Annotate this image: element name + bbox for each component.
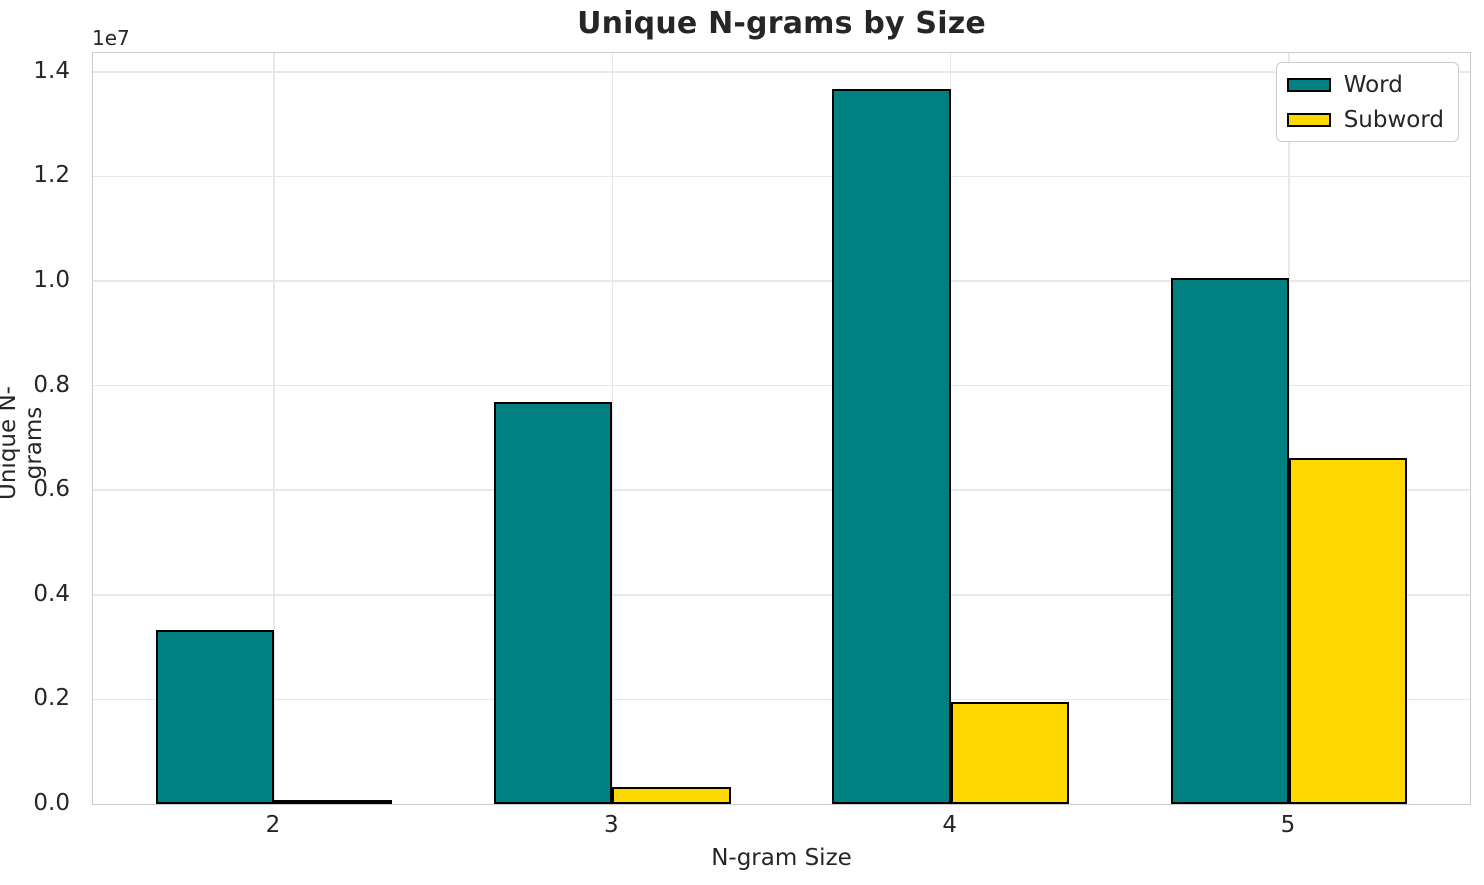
y-tick-label: 1.4 (33, 57, 70, 84)
bar-word-3 (493, 401, 613, 804)
gridline-vertical (273, 53, 275, 804)
bar-subword-2 (274, 800, 393, 804)
y-tick-label: 0.0 (33, 790, 70, 816)
bar-subword-3 (612, 786, 731, 804)
bar-word-2 (155, 629, 274, 804)
gridline-horizontal (93, 594, 1470, 596)
y-tick-label: 0.6 (33, 476, 70, 503)
gridline-vertical (949, 53, 952, 804)
y-tick-label: 0.8 (33, 371, 70, 398)
legend-item-word: Word (1286, 72, 1444, 98)
bar-subword-5 (1288, 458, 1408, 804)
gridline-horizontal (93, 698, 1470, 701)
legend-label-word: Word (1343, 72, 1403, 98)
legend-swatch-subword (1286, 113, 1331, 127)
y-tick-label: 0.2 (33, 685, 70, 712)
bar-subword-4 (950, 701, 1070, 804)
gridline-horizontal (93, 175, 1470, 178)
x-tick-label: 5 (1280, 812, 1296, 838)
y-tick-label: 1.0 (33, 267, 70, 294)
gridline-horizontal (93, 280, 1470, 282)
bar-word-4 (832, 88, 951, 804)
legend-item-subword: Subword (1286, 107, 1444, 133)
legend-swatch-word (1286, 78, 1331, 92)
legend: Word Subword (1275, 62, 1459, 142)
y-tick-label: 1.2 (33, 162, 70, 189)
gridline-horizontal (93, 489, 1470, 492)
gridline-vertical (1288, 53, 1290, 804)
x-tick-label: 4 (942, 812, 957, 838)
gridline-horizontal (93, 71, 1470, 73)
y-tick-label: 0.4 (33, 580, 70, 607)
x-axis-label: N-gram Size (711, 845, 852, 871)
gridline-vertical (611, 53, 614, 804)
chart-title: Unique N-grams by Size (577, 6, 986, 41)
x-tick-label: 3 (604, 812, 619, 838)
y-axis-offset-text: 1e7 (92, 26, 130, 50)
gridline-horizontal (93, 384, 1470, 387)
x-tick-label: 2 (265, 812, 281, 838)
legend-label-subword: Subword (1343, 107, 1444, 133)
plot-area: Word Subword (92, 52, 1471, 805)
bar-word-5 (1170, 278, 1289, 804)
